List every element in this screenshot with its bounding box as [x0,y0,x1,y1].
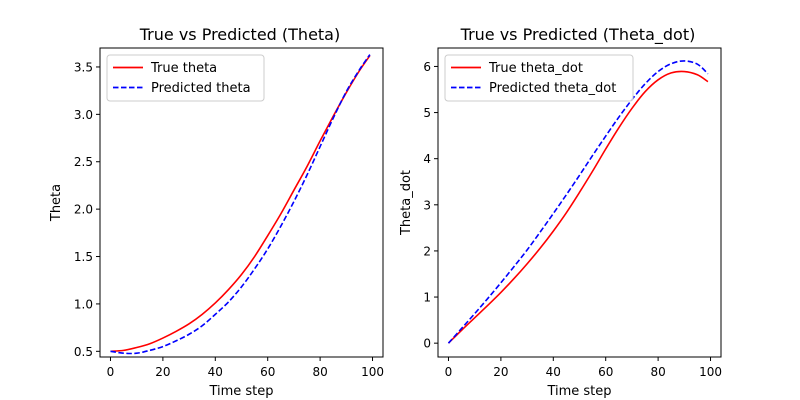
theta-x-tick-label: 0 [107,365,115,379]
theta-dot-x-axis-label: Time step [546,384,611,399]
theta-dot-y-tick-label: 4 [423,152,431,166]
theta-dot-chart-title: True vs Predicted (Theta_dot) [460,25,696,45]
theta-dot-y-tick-label: 1 [423,291,431,305]
theta-x-axis-label: Time step [208,384,273,399]
theta-y-tick-label: 1.5 [74,250,93,264]
theta-dot-axes-frame [437,47,722,358]
theta-dot-y-tick-label: 3 [423,198,431,212]
theta-dot-x-tick-label: 100 [699,365,722,379]
theta-dot-y-tick-label: 0 [423,337,431,351]
theta-y-tick-label: 3.0 [74,108,93,122]
theta-dot-y-tick-label: 6 [423,60,431,74]
theta-y-tick-label: 1.0 [74,297,93,311]
theta-dot-y-axis-label: Theta_dot [399,170,414,236]
theta-x-tick-label: 100 [361,365,384,379]
theta-legend-predicted-label: Predicted theta [151,81,251,96]
theta-chart-title: True vs Predicted (Theta) [139,25,340,44]
theta-dot-legend-box [444,54,634,102]
theta-legend-true-label: True theta [150,61,217,76]
theta-x-tick-label: 20 [155,365,170,379]
theta-dot-x-tick-label: 80 [650,365,665,379]
theta-y-tick-label: 3.5 [74,60,93,74]
theta-dot-legend: True theta_dot Predicted theta_dot [444,54,634,102]
theta-dot-x-tick-label: 60 [598,365,613,379]
theta-panel: True vs Predicted (Theta) 0 20 40 60 80 100 0.… [49,25,384,399]
theta-legend: True theta Predicted theta [106,54,265,102]
theta-y-tick-label: 2.5 [74,155,93,169]
theta-x-tick-label: 80 [312,365,327,379]
theta-x-tick-label: 60 [260,365,275,379]
theta-dot-legend-predicted-label: Predicted theta_dot [489,81,616,96]
theta-y-axis-label: Theta [49,184,64,222]
theta-dot-plot-area: 0 20 40 60 80 100 0 1 2 3 4 5 6 [423,60,722,379]
theta-dot-y-tick-label: 5 [423,106,431,120]
theta-dot-panel: True vs Predicted (Theta_dot) 0 20 40 60 80 1… [399,25,722,399]
theta-dot-x-tick-label: 20 [493,365,508,379]
theta-x-tick-label: 40 [208,365,223,379]
theta-legend-box [106,54,265,102]
theta-dot-y-tick-label: 2 [423,244,431,258]
theta-dot-predicted-series-line [447,60,709,344]
theta-dot-x-tick-label: 0 [445,365,453,379]
theta-dot-true-series-line [447,70,709,344]
theta-true-series-line [110,55,371,353]
theta-dot-legend-true-label: True theta_dot [488,61,583,76]
theta-plot-area: 0 20 40 60 80 100 0.5 1.0 1.5 2.0 2.5 3.0 3.5 [74,54,384,379]
theta-dot-x-tick-label: 40 [546,365,561,379]
theta-y-tick-label: 2.0 [74,203,93,217]
theta-axes-frame [99,47,384,358]
theta-predicted-series-line [110,54,371,355]
theta-y-tick-label: 0.5 [74,345,93,359]
